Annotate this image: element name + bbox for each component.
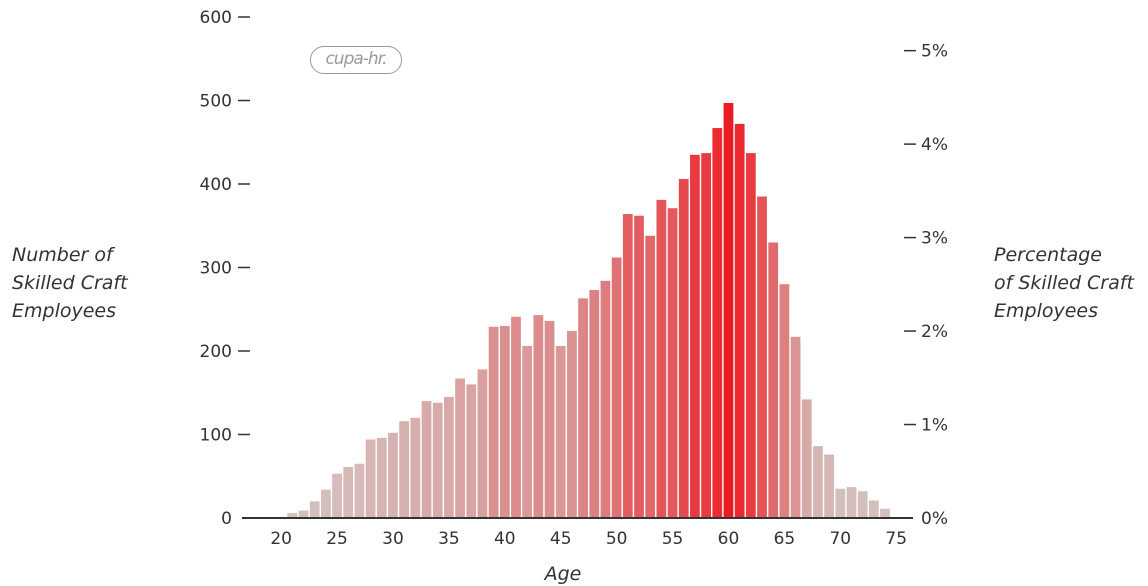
bar-age-35	[444, 396, 454, 518]
bar-age-46	[567, 330, 577, 518]
bar-age-50	[611, 257, 622, 518]
left-tick-label: 300	[200, 259, 232, 279]
right-tick-label: 0%	[921, 509, 948, 529]
bar-age-51	[622, 214, 633, 518]
bar-age-43	[533, 315, 544, 518]
right-tick-label: 2%	[921, 322, 948, 342]
right-axis-title-line: of Skilled Craft	[994, 272, 1134, 294]
bar-age-49	[600, 280, 611, 518]
x-axis-title: Age	[543, 563, 582, 585]
bar-age-29	[376, 437, 387, 518]
bar-age-67	[801, 399, 812, 518]
bar-age-42	[522, 345, 533, 518]
left-tick-label: 600	[200, 8, 232, 28]
bar-age-60	[723, 103, 734, 518]
bar-age-54	[656, 199, 667, 518]
left-axis-title: Number of Skilled Craft Employees	[12, 241, 128, 325]
bar-age-64	[768, 242, 779, 518]
left-axis-title-line: Number of	[12, 244, 113, 266]
x-tick-label: 25	[326, 529, 348, 549]
bar-age-72	[857, 491, 868, 518]
bar-age-28	[365, 439, 376, 518]
bar-age-56	[678, 178, 689, 519]
x-tick-label: 30	[382, 529, 404, 549]
x-tick-label: 65	[774, 529, 796, 549]
bar-age-22	[298, 510, 309, 518]
x-tick-label: 45	[550, 529, 572, 549]
bar-age-32	[410, 417, 421, 518]
bar-age-25	[332, 473, 342, 518]
bar-age-31	[399, 421, 410, 518]
bar-age-45	[555, 345, 566, 518]
right-tick-label: 1%	[921, 416, 948, 436]
left-y-axis: 0 100 200 300 400 500 600	[200, 8, 250, 529]
bar-age-59	[712, 128, 723, 518]
right-y-axis: 0% 1% 2% 3% 4% 5%	[904, 42, 948, 529]
x-tick-label: 20	[270, 529, 292, 549]
bar-age-63	[757, 196, 767, 518]
x-tick-label: 40	[494, 529, 516, 549]
bar-age-55	[667, 208, 678, 518]
left-tick-label: 500	[200, 92, 232, 112]
x-tick-label: 35	[438, 529, 460, 549]
bar-age-61	[734, 123, 745, 518]
left-axis-title-line: Skilled Craft	[12, 272, 128, 294]
bar-age-73	[868, 500, 879, 518]
bar-age-53	[645, 235, 656, 518]
bar-age-33	[421, 401, 432, 518]
bar-age-68	[813, 446, 823, 518]
bar-age-48	[589, 290, 600, 518]
bar-age-40	[499, 325, 510, 518]
x-tick-label: 60	[718, 529, 740, 549]
x-tick-label: 70	[829, 529, 851, 549]
bar-age-65	[779, 284, 790, 518]
bar-age-69	[824, 454, 835, 518]
bar-age-52	[634, 215, 644, 519]
bar-age-37	[466, 384, 477, 518]
right-tick-label: 5%	[921, 42, 948, 62]
left-tick-label: 100	[200, 426, 232, 446]
x-tick-label: 50	[606, 529, 628, 549]
x-tick-label: 55	[662, 529, 684, 549]
bar-age-23	[309, 501, 320, 518]
bar-age-26	[343, 467, 354, 518]
bars-group	[287, 103, 890, 519]
left-tick-label: 400	[200, 175, 232, 195]
x-axis: 20 25 30 35 40 45 50 55 60 65 70 75	[242, 517, 913, 549]
bar-age-27	[354, 463, 365, 518]
right-axis-title-line: Percentage	[994, 244, 1102, 266]
bar-age-39	[488, 326, 499, 518]
bar-age-38	[477, 369, 488, 518]
bar-age-57	[690, 154, 700, 518]
right-axis-title: Percentage of Skilled Craft Employees	[994, 241, 1134, 325]
bar-age-74	[880, 508, 890, 518]
bar-age-36	[455, 378, 465, 518]
bar-age-34	[432, 402, 443, 518]
left-axis-title-line: Employees	[12, 300, 116, 322]
right-tick-label: 3%	[921, 229, 948, 249]
bar-age-44	[544, 320, 555, 518]
bar-age-62	[745, 153, 756, 519]
cupa-hr-logo: cupa-hr.	[310, 46, 402, 74]
right-tick-label: 4%	[921, 135, 948, 155]
x-tick-label: 75	[885, 529, 907, 549]
left-tick-label: 200	[200, 342, 232, 362]
bar-age-21	[287, 512, 298, 518]
bar-age-41	[511, 316, 521, 518]
bar-age-30	[388, 432, 398, 518]
bar-age-24	[320, 489, 331, 518]
bar-age-71	[846, 487, 857, 518]
bar-age-70	[835, 488, 846, 518]
right-axis-title-line: Employees	[994, 300, 1098, 322]
bar-age-58	[701, 153, 711, 519]
left-tick-label: 0	[221, 509, 232, 529]
bar-age-47	[578, 298, 588, 518]
bar-age-66	[790, 336, 801, 518]
